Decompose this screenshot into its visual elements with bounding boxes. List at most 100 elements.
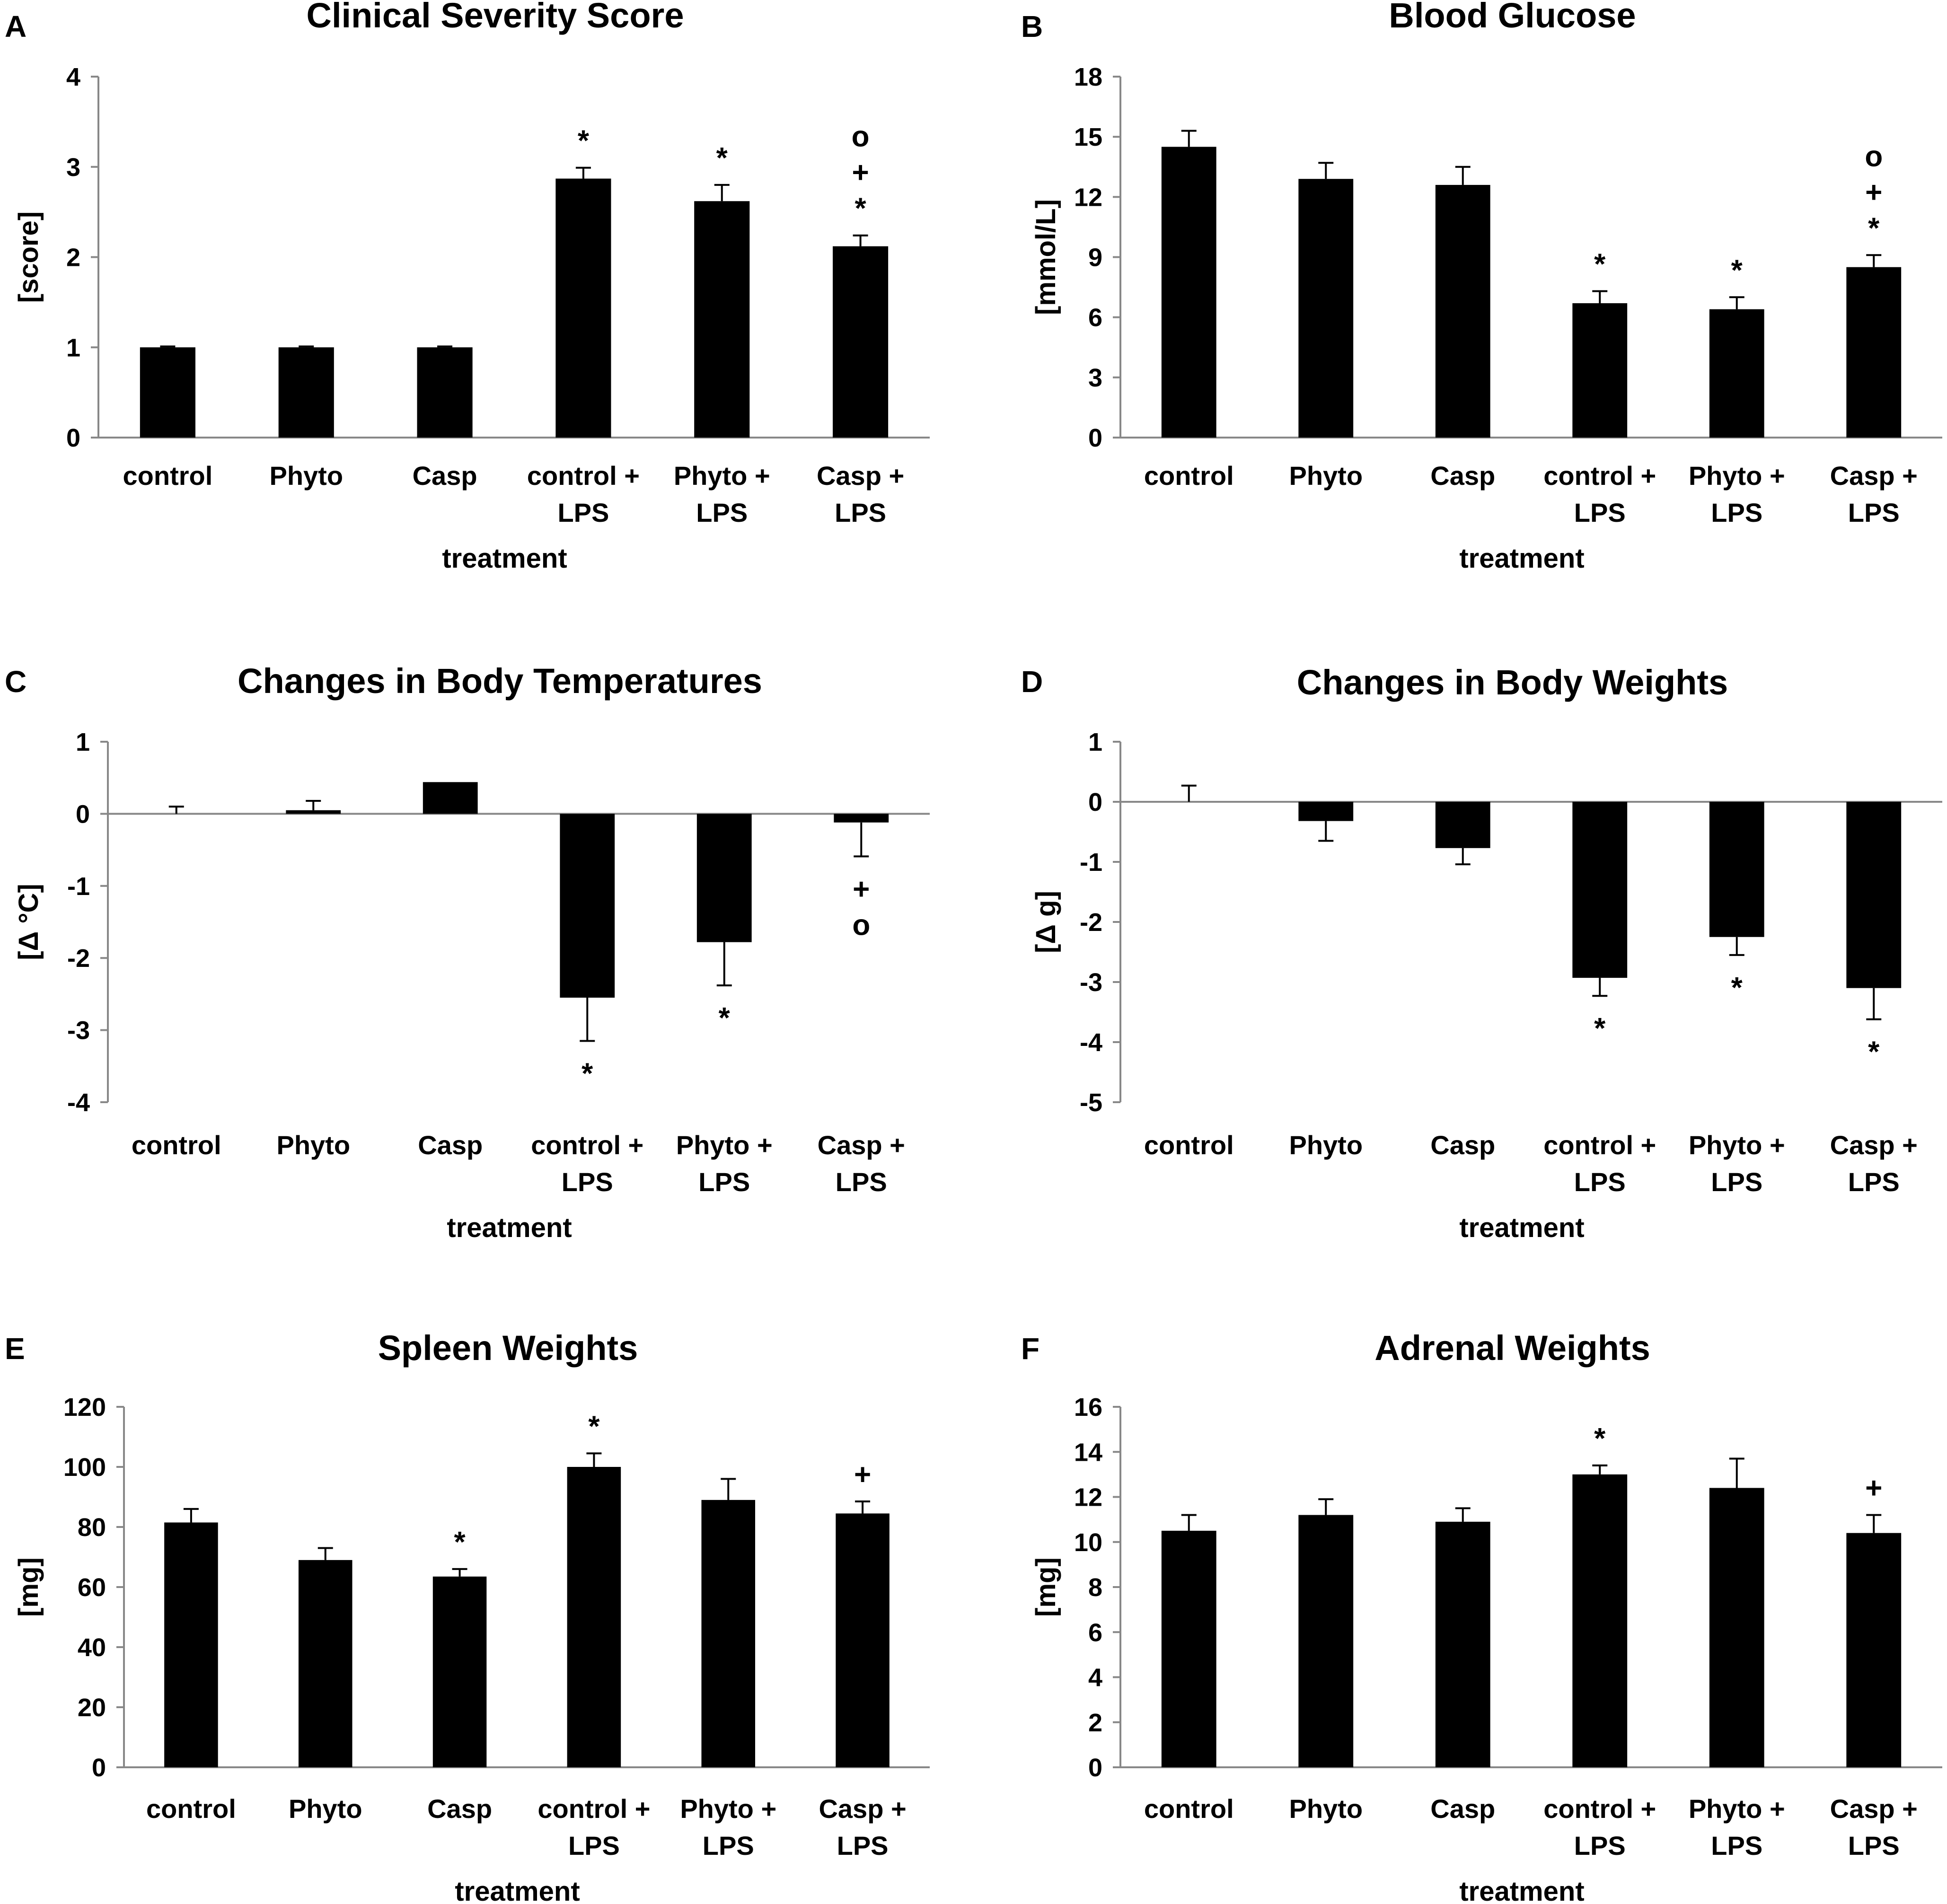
category-label: Casp xyxy=(1430,461,1495,491)
panel-b: B Blood Glucose 0 3 6 9 12 15 18 [mmol/L] control P… xyxy=(1021,0,1942,574)
bar xyxy=(1298,1515,1354,1767)
significance-marker: * xyxy=(716,142,728,175)
category-label: Phyto xyxy=(1289,1794,1363,1824)
y-tick-label: -2 xyxy=(1080,908,1102,937)
category-label: LPS xyxy=(1848,1831,1900,1860)
bar xyxy=(1298,179,1354,438)
y-tick-label: 6 xyxy=(1088,304,1102,332)
y-tick-label: -1 xyxy=(67,872,90,901)
x-axis-label: treatment xyxy=(455,1876,580,1904)
category-label: Casp xyxy=(413,461,477,491)
bar xyxy=(836,1513,890,1767)
y-tick-label: 0 xyxy=(1088,1754,1102,1782)
bar xyxy=(1161,147,1216,438)
bar xyxy=(298,1560,352,1767)
bar xyxy=(701,1500,756,1767)
bar xyxy=(1846,1533,1902,1767)
category-label: Phyto + xyxy=(1689,461,1785,491)
category-label: Phyto xyxy=(276,1130,350,1160)
y-tick-label: 6 xyxy=(1088,1618,1102,1647)
y-tick-label: 100 xyxy=(63,1453,106,1482)
x-axis-label: treatment xyxy=(442,543,567,574)
category-label: Casp + xyxy=(817,461,904,491)
y-tick-label: 3 xyxy=(1088,364,1102,392)
category-label: Casp xyxy=(418,1130,483,1160)
category-label: control xyxy=(132,1130,221,1160)
category-label: control + xyxy=(531,1130,643,1160)
panel-letter: C xyxy=(5,665,26,699)
significance-marker: + xyxy=(1865,176,1882,209)
bar xyxy=(555,178,611,438)
category-label: control + xyxy=(1543,1130,1656,1160)
panel-letter: B xyxy=(1021,9,1043,44)
panel-letter: E xyxy=(5,1332,25,1366)
y-tick-label: 16 xyxy=(1074,1393,1102,1421)
category-label: Phyto xyxy=(1289,1130,1363,1160)
y-axis-label: [mg] xyxy=(13,1557,44,1617)
significance-marker: * xyxy=(1868,1036,1880,1069)
category-label: LPS xyxy=(1848,498,1900,527)
y-tick-label: 12 xyxy=(1074,1483,1102,1512)
category-label: Phyto + xyxy=(676,1130,773,1160)
significance-marker: * xyxy=(581,1057,593,1090)
y-tick-label: 2 xyxy=(1088,1709,1102,1737)
category-label: LPS xyxy=(696,498,748,527)
significance-marker: * xyxy=(1868,212,1880,245)
y-tick-label: -3 xyxy=(1080,968,1102,997)
category-label: control xyxy=(1144,461,1234,491)
category-label: LPS xyxy=(837,1831,889,1860)
category-label: control xyxy=(123,461,213,491)
bar xyxy=(1846,267,1902,438)
significance-marker: * xyxy=(855,193,867,225)
chart-title: Clinical Severity Score xyxy=(307,0,684,35)
significance-marker: * xyxy=(1594,248,1606,281)
category-label: LPS xyxy=(703,1831,754,1860)
y-tick-label: 4 xyxy=(1088,1664,1102,1692)
category-label: Casp + xyxy=(819,1794,906,1824)
chart-title: Blood Glucose xyxy=(1389,0,1636,35)
bar xyxy=(140,347,195,438)
category-label: control xyxy=(1144,1794,1234,1824)
bar xyxy=(278,347,334,438)
bar xyxy=(1435,1521,1490,1767)
category-label: Casp + xyxy=(818,1130,905,1160)
y-tick-label: -2 xyxy=(67,944,90,973)
significance-marker: * xyxy=(1731,254,1743,287)
category-label: LPS xyxy=(568,1831,620,1860)
chart-title: Adrenal Weights xyxy=(1374,1328,1650,1368)
category-label: LPS xyxy=(562,1167,613,1197)
panel-letter: D xyxy=(1021,665,1043,699)
y-tick-label: 60 xyxy=(78,1573,106,1602)
y-tick-label: 14 xyxy=(1074,1438,1102,1466)
y-tick-label: 15 xyxy=(1074,123,1102,151)
y-tick-label: 10 xyxy=(1074,1528,1102,1557)
y-tick-label: 4 xyxy=(66,63,80,91)
significance-marker: + xyxy=(852,157,869,189)
significance-marker: + xyxy=(854,1458,871,1491)
bar xyxy=(1709,1488,1764,1767)
panel-letter: F xyxy=(1021,1332,1040,1366)
significance-marker: * xyxy=(1594,1422,1606,1455)
bar xyxy=(1298,802,1354,821)
y-tick-label: 40 xyxy=(78,1633,106,1662)
significance-marker: + xyxy=(853,873,870,905)
category-label: Casp + xyxy=(1830,1794,1918,1824)
panel-c: C Changes in Body Temperatures -4 -3 -2 -1 0 1 [… xyxy=(5,661,930,1243)
bar xyxy=(1846,802,1902,988)
category-label: Phyto + xyxy=(1689,1794,1785,1824)
category-label: LPS xyxy=(698,1167,750,1197)
chart-title: Spleen Weights xyxy=(378,1328,638,1368)
y-tick-label: 12 xyxy=(1074,183,1102,211)
category-label: LPS xyxy=(1711,498,1762,527)
bar xyxy=(834,814,889,823)
category-label: Phyto + xyxy=(1689,1130,1785,1160)
x-axis-label: treatment xyxy=(1459,1212,1584,1243)
category-label: LPS xyxy=(835,498,886,527)
bar xyxy=(1572,303,1628,438)
category-label: LPS xyxy=(1711,1167,1762,1197)
significance-marker: * xyxy=(578,125,590,158)
y-tick-label: 0 xyxy=(1088,788,1102,816)
panel-e: E Spleen Weights 0 20 40 60 80 100 120 [mg] contro… xyxy=(5,1328,930,1904)
bar xyxy=(1161,1530,1216,1767)
y-tick-label: 8 xyxy=(1088,1573,1102,1602)
